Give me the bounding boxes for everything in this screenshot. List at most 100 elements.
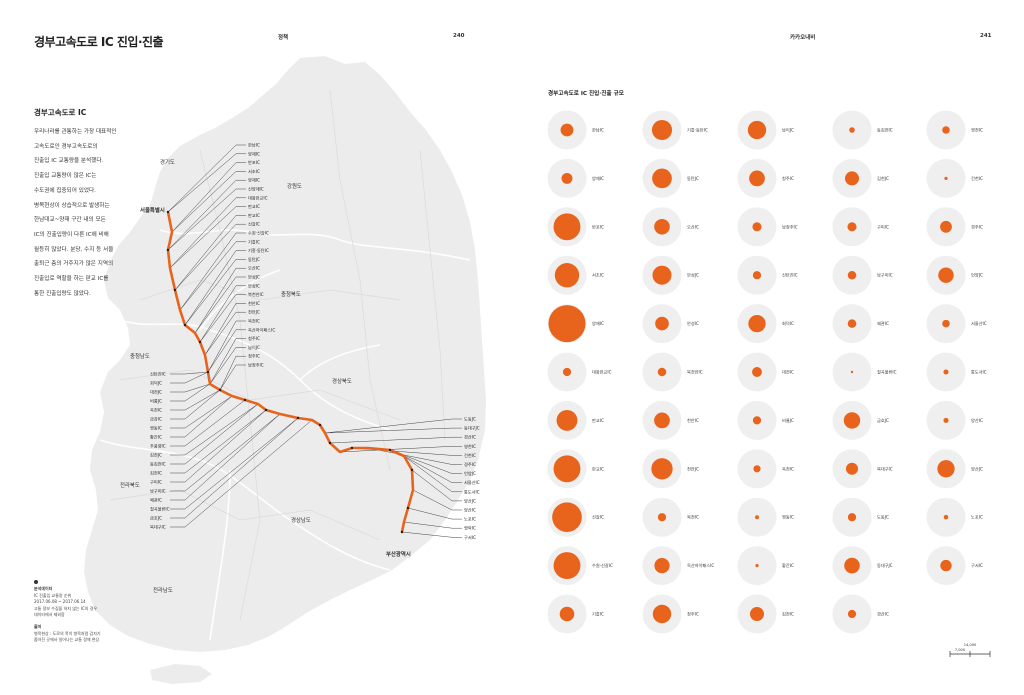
bubble-cell: 황간IC — [737, 546, 794, 586]
bubble-label: 도동JC — [877, 515, 889, 520]
bubble-label: 목천IC — [687, 514, 699, 521]
ic-marker — [410, 468, 414, 472]
bubble-cell: 천안IC — [642, 400, 699, 440]
bubble-label: 안성IC — [687, 320, 699, 326]
leader-line — [403, 521, 462, 529]
leader-line — [403, 455, 462, 493]
bubble-label: 안성JC — [687, 272, 699, 278]
intro-line: 한남대교~양재 구간 내의 모든 — [34, 217, 106, 224]
peninsula-shape — [84, 56, 486, 652]
source-line: IC 진출입 교통량 순위 — [34, 592, 72, 598]
leader-line — [167, 188, 246, 251]
bubble-mark — [843, 412, 861, 429]
ic-label: 서초IC — [248, 168, 260, 175]
size-legend: 14,000 7,000 — [949, 643, 991, 657]
region-chungbuk: 충청북도 — [281, 290, 301, 298]
ic-label: 청주IC — [248, 354, 260, 360]
ic-label: 북천안IC — [248, 291, 264, 298]
bubble-mark — [937, 460, 955, 478]
leader-line — [170, 409, 267, 474]
leader-line — [204, 311, 246, 356]
bubble-label: 북대구IC — [877, 465, 893, 472]
bubble-cell: 북천안IC — [642, 352, 703, 392]
bubble-cell: 오산IC — [642, 207, 699, 247]
bubble-mark — [847, 513, 857, 522]
ic-label: 청주IC — [248, 336, 260, 342]
bubble-mark — [943, 514, 949, 520]
brand-label: 카카오내비 — [790, 35, 816, 41]
bubble-mark — [553, 552, 581, 580]
leader-line — [389, 449, 462, 474]
bubble-cell: 안성IC — [642, 304, 699, 344]
bubble-mark — [747, 120, 767, 140]
bubble-cell: 왜관IC — [832, 304, 889, 344]
bubble-cell: 서초IC — [547, 255, 604, 295]
bubble-mark — [942, 126, 950, 134]
bubble-cell: 반포IC — [547, 207, 604, 247]
leader-line — [324, 418, 462, 434]
bubble-mark — [655, 316, 669, 331]
bubble-cell: 도동JC — [832, 497, 889, 537]
ic-marker — [406, 506, 410, 510]
legend-label-max: 14,000 — [964, 643, 977, 647]
bubble-mark — [752, 367, 762, 377]
bubble-label: 서초IC — [592, 272, 604, 279]
ic-label: 한남IC — [248, 142, 260, 148]
bubble-label: 남청주IC — [782, 223, 798, 230]
intro-body: 우리나라를 관통하는 가장 대표적인 고속도로인 경부고속도로의 진출입 IC … — [34, 125, 164, 301]
bubble-cell: 구미IC — [832, 207, 889, 247]
leader-line — [170, 409, 267, 483]
intro-line: 진출입 교통량이 많은 IC는 — [34, 173, 97, 180]
bubble-label: 영천IC — [971, 127, 983, 133]
bubble-label: 판교IC — [592, 465, 604, 471]
bubble-label: 회덕IC — [782, 320, 794, 327]
region-gyeongnam: 경상남도 — [291, 516, 311, 524]
source-line: 2017.06.08 ~ 2017.06.14 — [34, 599, 86, 605]
leader-lines — [167, 144, 462, 538]
leader-line — [170, 389, 221, 420]
leader-line — [219, 364, 246, 391]
bubble-cell: 목천IC — [642, 497, 699, 537]
ic-label: 신탄진IC — [150, 371, 166, 377]
ic-label: 천안IC — [248, 300, 260, 306]
leader-line — [204, 303, 246, 356]
bubble-cell: 노포IC — [926, 497, 983, 537]
leader-line — [207, 320, 246, 373]
bubble-mark — [548, 305, 586, 343]
bubble-cell: 구서IC — [926, 546, 983, 586]
bubble-mark — [553, 213, 581, 241]
bubble-label: 기흥IC — [592, 611, 604, 618]
ic-label: 언양JC — [464, 470, 476, 476]
bubble-cell: 북대구IC — [832, 449, 893, 489]
bubble-label: 김천IC — [782, 611, 794, 617]
jeju-island — [150, 664, 212, 684]
leader-line — [407, 507, 462, 520]
bubble-label: 경주IC — [971, 223, 983, 230]
bubble-cell: 판교IC — [547, 400, 604, 440]
bubble-label: 동탄JC — [687, 175, 699, 181]
leader-line — [199, 294, 246, 343]
ic-label: 기흥IC — [248, 238, 260, 245]
bubble-label: 비룡JC — [782, 417, 794, 424]
ic-label: 신양재IC — [248, 186, 264, 193]
bubble-mark — [847, 609, 857, 619]
ic-markers — [166, 210, 414, 534]
bubble-mark — [654, 412, 670, 429]
bubble-cell: 언양JC — [926, 255, 983, 295]
ic-label: 양재IC — [248, 150, 260, 157]
bubble-mark — [651, 458, 673, 480]
page-number-left: 240 — [453, 33, 465, 39]
bullet-dot — [34, 580, 38, 584]
bubble-mark — [847, 319, 857, 328]
bubble-label: 판교IC — [592, 417, 604, 423]
ic-label: 추풍령IC — [150, 443, 166, 450]
ic-marker — [173, 288, 177, 292]
leader-line — [169, 206, 246, 269]
ic-label: 도동JC — [464, 417, 476, 422]
ic-label: 옥산하이패스IC — [248, 326, 275, 333]
region-borders — [99, 229, 471, 641]
bubble-mark — [847, 222, 857, 232]
leader-line — [170, 403, 259, 456]
bubble-mark — [657, 367, 667, 377]
ic-label: 왜관IC — [150, 497, 162, 504]
